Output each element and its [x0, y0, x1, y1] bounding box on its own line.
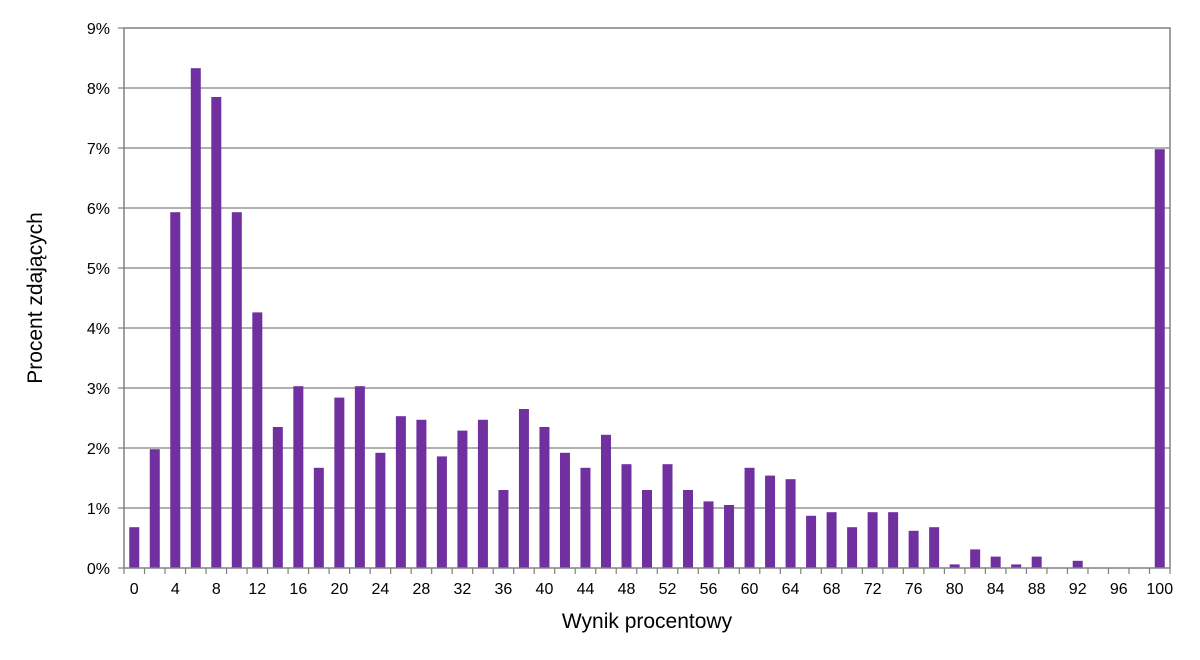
bar [539, 427, 550, 568]
bar [929, 527, 940, 568]
bar [231, 212, 242, 568]
bar [313, 467, 324, 568]
x-tick-label: 96 [1110, 581, 1128, 598]
bar [744, 467, 755, 568]
x-tick-label: 0 [130, 581, 139, 598]
y-tick-label: 7% [87, 141, 110, 158]
y-tick-label: 5% [87, 261, 110, 278]
bar [1011, 564, 1022, 568]
bar [149, 449, 160, 568]
x-tick-label: 36 [495, 581, 513, 598]
y-tick-label: 8% [87, 81, 110, 98]
x-tick-label: 56 [700, 581, 718, 598]
bar [847, 527, 858, 568]
bar [518, 409, 529, 568]
bar [703, 501, 714, 568]
x-tick-label: 12 [248, 581, 266, 598]
bar [621, 464, 632, 568]
x-tick-label: 80 [946, 581, 964, 598]
bar [293, 386, 304, 568]
x-tick-label: 92 [1069, 581, 1087, 598]
bar [477, 419, 488, 568]
bar [908, 530, 919, 568]
x-tick-label: 24 [371, 581, 389, 598]
axis-ticks [118, 27, 1171, 574]
bar [272, 427, 283, 568]
x-tick-label: 76 [905, 581, 923, 598]
y-tick-label: 0% [87, 561, 110, 578]
bar [867, 512, 878, 568]
x-tick-label: 64 [782, 581, 800, 598]
bar [190, 68, 201, 568]
x-tick-label: 44 [577, 581, 595, 598]
bar [498, 490, 509, 568]
bar [559, 452, 570, 568]
bar [1072, 560, 1083, 568]
bar [436, 456, 447, 568]
y-tick-label: 3% [87, 381, 110, 398]
bar [211, 97, 222, 568]
y-tick-label: 9% [87, 21, 110, 38]
bar [785, 479, 796, 568]
x-tick-label: 48 [618, 581, 636, 598]
y-tick-label: 6% [87, 201, 110, 218]
x-tick-label: 8 [212, 581, 221, 598]
bar [683, 490, 694, 568]
x-tick-label: 100 [1146, 581, 1173, 598]
bar [395, 416, 406, 568]
y-tick-label: 1% [87, 501, 110, 518]
bar [1154, 149, 1165, 568]
x-tick-label: 88 [1028, 581, 1046, 598]
x-tick-labels: 0 4 8 12 16 20 24 28 32 36 40 44 48 52 56 60 64 68 72 76 80 8… [130, 581, 1173, 598]
bars [129, 68, 1165, 568]
bar [129, 527, 140, 568]
x-tick-label: 4 [171, 581, 180, 598]
x-tick-label: 32 [454, 581, 472, 598]
x-tick-label: 20 [330, 581, 348, 598]
bar [990, 556, 1001, 568]
x-tick-label: 60 [741, 581, 759, 598]
bar [252, 312, 263, 568]
bar [170, 212, 181, 568]
bar [724, 505, 735, 568]
bar [600, 434, 611, 568]
bar [1031, 556, 1042, 568]
bar [375, 452, 386, 568]
y-axis-title: Procent zdających [24, 212, 47, 384]
x-tick-label: 68 [823, 581, 841, 598]
bar [662, 464, 673, 568]
bar [765, 475, 776, 568]
bar [642, 490, 652, 568]
x-tick-label: 72 [864, 581, 882, 598]
bar [806, 515, 817, 568]
x-tick-label: 40 [536, 581, 554, 598]
bar [457, 430, 468, 568]
bar [949, 564, 960, 568]
x-tick-label: 16 [289, 581, 307, 598]
bar [888, 512, 899, 568]
y-tick-label: 2% [87, 441, 110, 458]
bar [580, 467, 591, 568]
x-tick-label: 84 [987, 581, 1005, 598]
y-tick-label: 4% [87, 321, 110, 338]
bar [970, 549, 981, 568]
x-axis-title: Wynik procentowy [562, 610, 733, 633]
x-tick-label: 52 [659, 581, 677, 598]
x-tick-label: 28 [412, 581, 430, 598]
bar [416, 419, 427, 568]
y-tick-labels: 0% 1% 2% 3% 4% 5% 6% 7% 8% 9% [87, 21, 110, 578]
bar [334, 397, 345, 568]
bar [826, 512, 837, 568]
bar [354, 386, 365, 568]
plot-area-frame [123, 27, 1171, 569]
